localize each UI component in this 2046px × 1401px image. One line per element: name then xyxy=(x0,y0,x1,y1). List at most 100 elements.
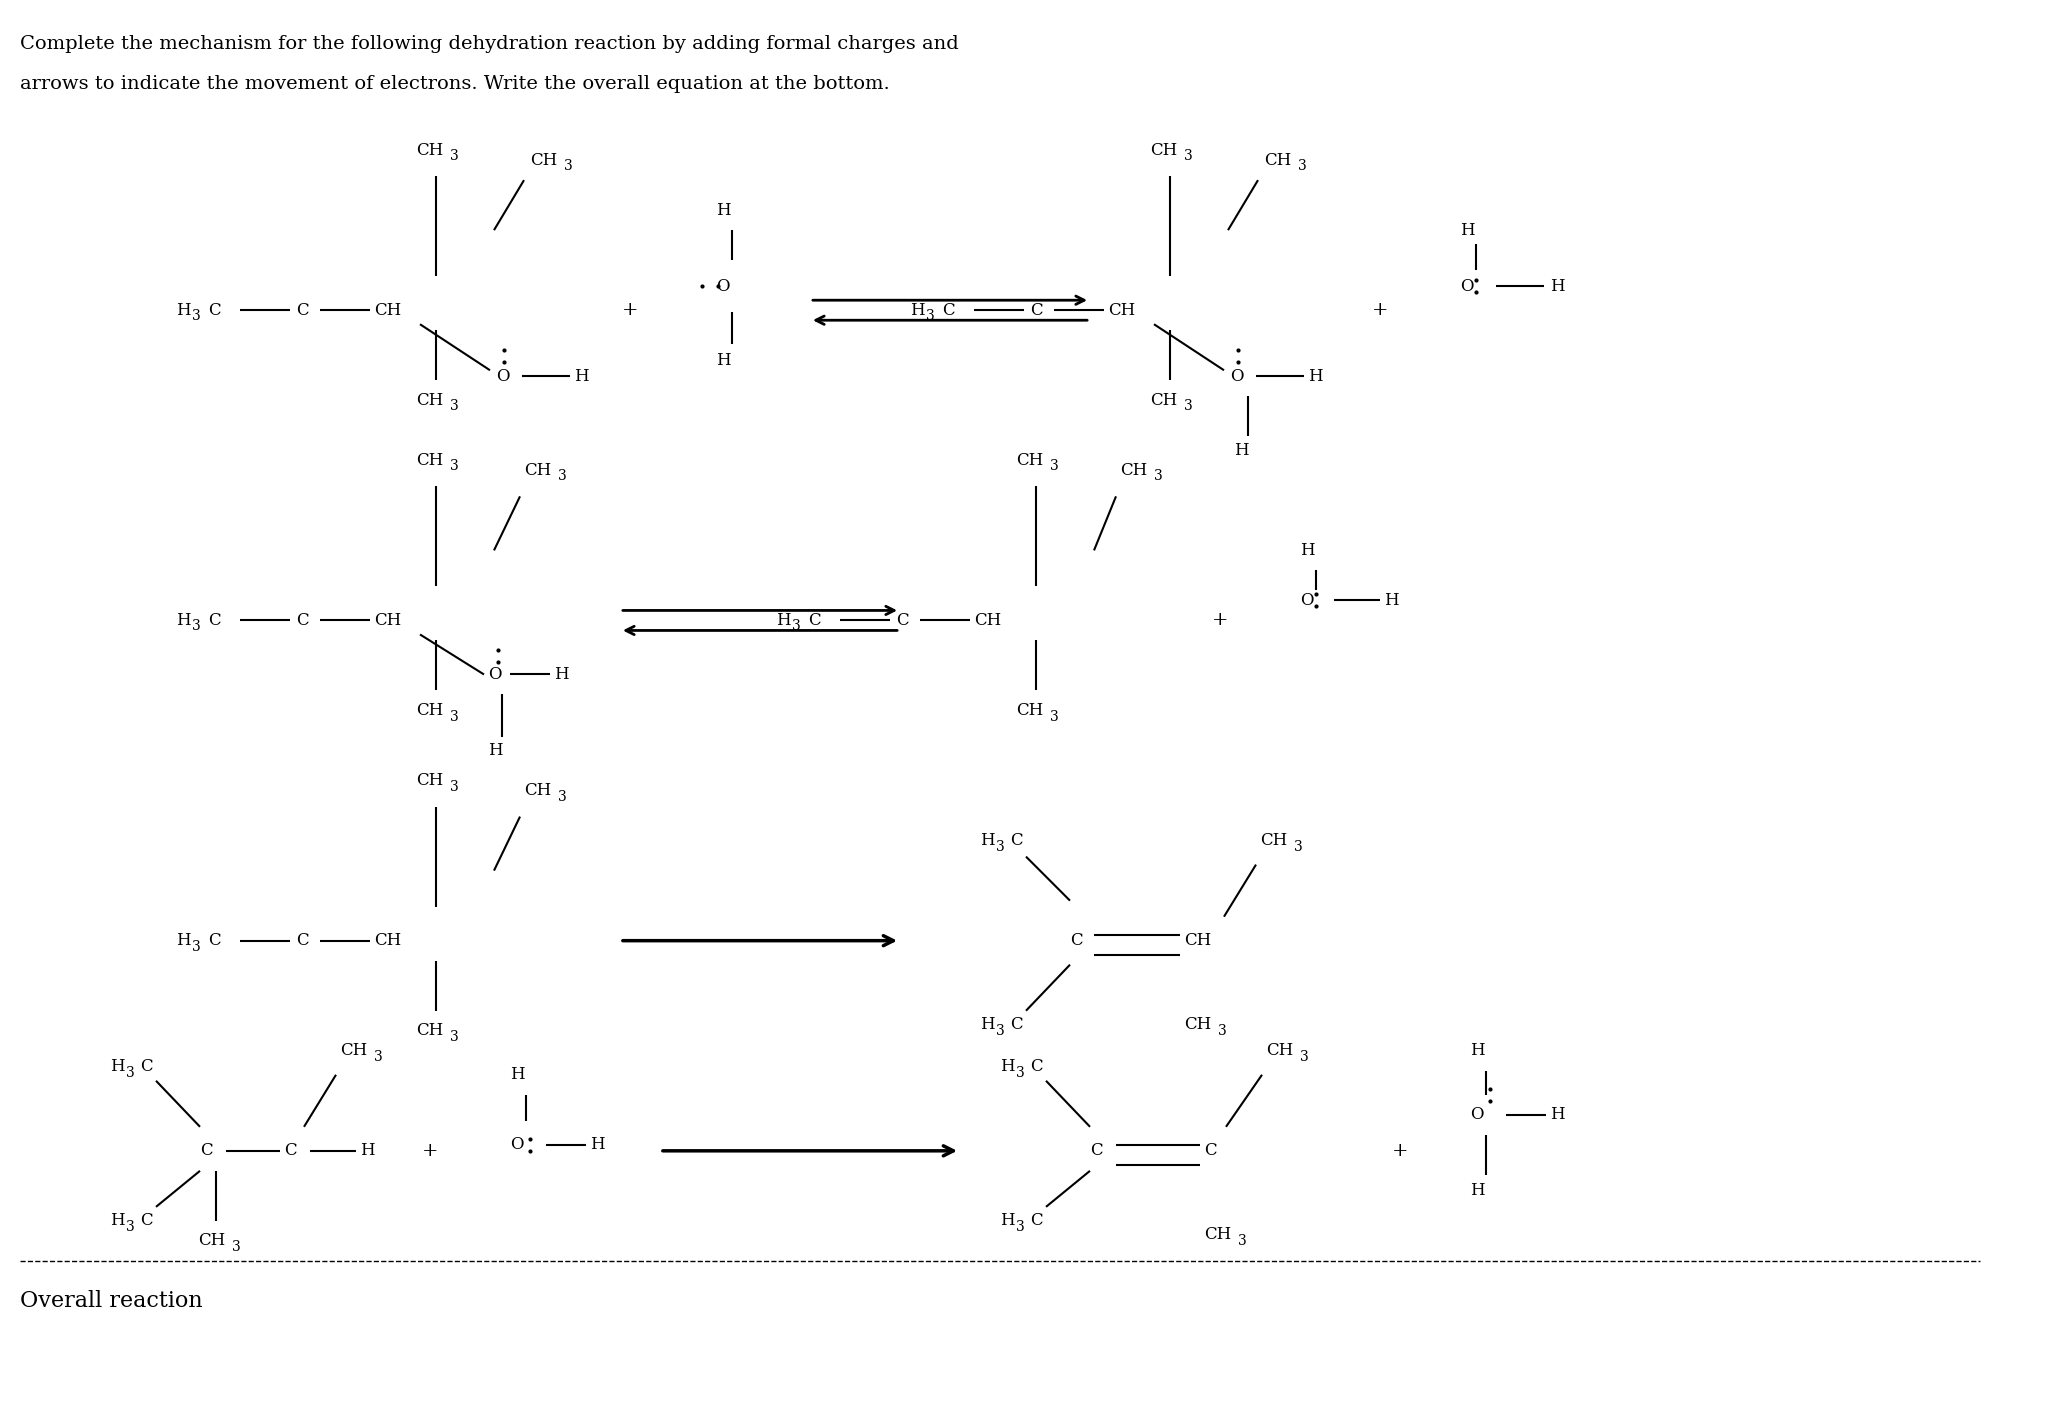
Text: +: + xyxy=(421,1142,438,1160)
Text: H: H xyxy=(1469,1182,1485,1199)
Text: CH: CH xyxy=(415,772,444,789)
Text: H: H xyxy=(1000,1212,1015,1229)
Text: 3: 3 xyxy=(1154,469,1162,483)
Text: CH: CH xyxy=(374,612,401,629)
Text: C: C xyxy=(1029,1212,1043,1229)
Text: 3: 3 xyxy=(192,619,201,633)
Text: C: C xyxy=(1029,1058,1043,1075)
Text: H: H xyxy=(716,352,730,368)
Text: C: C xyxy=(941,301,955,318)
Text: H: H xyxy=(554,665,569,682)
Text: H: H xyxy=(1307,368,1322,385)
Text: C: C xyxy=(139,1058,153,1075)
Text: H: H xyxy=(575,368,589,385)
Text: CH: CH xyxy=(198,1233,225,1250)
Text: O: O xyxy=(1230,368,1244,385)
Text: O: O xyxy=(1461,277,1473,294)
Text: C: C xyxy=(1011,832,1023,849)
Text: H: H xyxy=(176,932,190,948)
Text: C: C xyxy=(297,612,309,629)
Text: 3: 3 xyxy=(1299,1049,1309,1063)
Text: CH: CH xyxy=(524,782,550,799)
Text: CH: CH xyxy=(1185,1016,1211,1033)
Text: H: H xyxy=(716,202,730,219)
Text: Complete the mechanism for the following dehydration reaction by adding formal c: Complete the mechanism for the following… xyxy=(20,35,960,53)
Text: H: H xyxy=(1461,221,1475,238)
Text: 3: 3 xyxy=(927,310,935,324)
Text: 3: 3 xyxy=(1185,399,1193,413)
Text: C: C xyxy=(297,932,309,948)
Text: C: C xyxy=(139,1212,153,1229)
Text: 3: 3 xyxy=(450,460,458,474)
Text: 3: 3 xyxy=(1185,149,1193,163)
Text: 3: 3 xyxy=(450,399,458,413)
Text: +: + xyxy=(1211,611,1228,629)
Text: H: H xyxy=(980,832,994,849)
Text: 3: 3 xyxy=(127,1220,135,1234)
Text: 3: 3 xyxy=(127,1066,135,1080)
Text: H: H xyxy=(509,1066,524,1083)
Text: CH: CH xyxy=(415,702,444,719)
Text: H: H xyxy=(910,301,925,318)
Text: H: H xyxy=(1383,593,1399,609)
Text: 3: 3 xyxy=(1238,1234,1246,1248)
Text: H: H xyxy=(110,1212,125,1229)
Text: O: O xyxy=(509,1136,524,1153)
Text: 3: 3 xyxy=(450,149,458,163)
Text: CH: CH xyxy=(1260,832,1287,849)
Text: O: O xyxy=(716,277,730,294)
Text: O: O xyxy=(1469,1107,1483,1124)
Text: +: + xyxy=(1391,1142,1408,1160)
Text: C: C xyxy=(209,932,221,948)
Text: CH: CH xyxy=(340,1042,366,1059)
Text: CH: CH xyxy=(1150,392,1176,409)
Text: H: H xyxy=(589,1136,606,1153)
Text: 3: 3 xyxy=(1293,839,1303,853)
Text: 3: 3 xyxy=(1217,1024,1228,1038)
Text: 3: 3 xyxy=(1017,1220,1025,1234)
Text: C: C xyxy=(209,612,221,629)
Text: 3: 3 xyxy=(192,310,201,324)
Text: C: C xyxy=(1070,932,1082,948)
Text: H: H xyxy=(980,1016,994,1033)
Text: H: H xyxy=(1234,441,1248,458)
Text: CH: CH xyxy=(374,301,401,318)
Text: CH: CH xyxy=(415,392,444,409)
Text: 3: 3 xyxy=(374,1049,383,1063)
Text: CH: CH xyxy=(1109,301,1136,318)
Text: O: O xyxy=(489,665,501,682)
Text: +: + xyxy=(1371,301,1389,319)
Text: +: + xyxy=(622,301,638,319)
Text: H: H xyxy=(176,612,190,629)
Text: CH: CH xyxy=(1150,142,1176,158)
Text: C: C xyxy=(284,1142,297,1159)
Text: CH: CH xyxy=(1264,151,1291,168)
Text: 3: 3 xyxy=(996,839,1005,853)
Text: C: C xyxy=(201,1142,213,1159)
Text: arrows to indicate the movement of electrons. Write the overall equation at the : arrows to indicate the movement of elect… xyxy=(20,76,890,92)
Text: CH: CH xyxy=(524,462,550,479)
Text: 3: 3 xyxy=(1297,160,1307,174)
Text: C: C xyxy=(1203,1142,1217,1159)
Text: CH: CH xyxy=(374,932,401,948)
Text: CH: CH xyxy=(1203,1226,1232,1243)
Text: CH: CH xyxy=(415,1023,444,1040)
Text: H: H xyxy=(489,743,503,759)
Text: 3: 3 xyxy=(450,1030,458,1044)
Text: 3: 3 xyxy=(565,160,573,174)
Text: 3: 3 xyxy=(231,1240,241,1254)
Text: CH: CH xyxy=(415,453,444,469)
Text: 3: 3 xyxy=(559,790,567,804)
Text: 3: 3 xyxy=(792,619,800,633)
Text: 3: 3 xyxy=(1050,460,1058,474)
Text: H: H xyxy=(1469,1042,1485,1059)
Text: CH: CH xyxy=(415,142,444,158)
Text: H: H xyxy=(360,1142,374,1159)
Text: C: C xyxy=(896,612,908,629)
Text: CH: CH xyxy=(1017,702,1043,719)
Text: 3: 3 xyxy=(1050,709,1058,723)
Text: CH: CH xyxy=(1185,932,1211,948)
Text: 3: 3 xyxy=(450,709,458,723)
Text: C: C xyxy=(1029,301,1043,318)
Text: H: H xyxy=(775,612,790,629)
